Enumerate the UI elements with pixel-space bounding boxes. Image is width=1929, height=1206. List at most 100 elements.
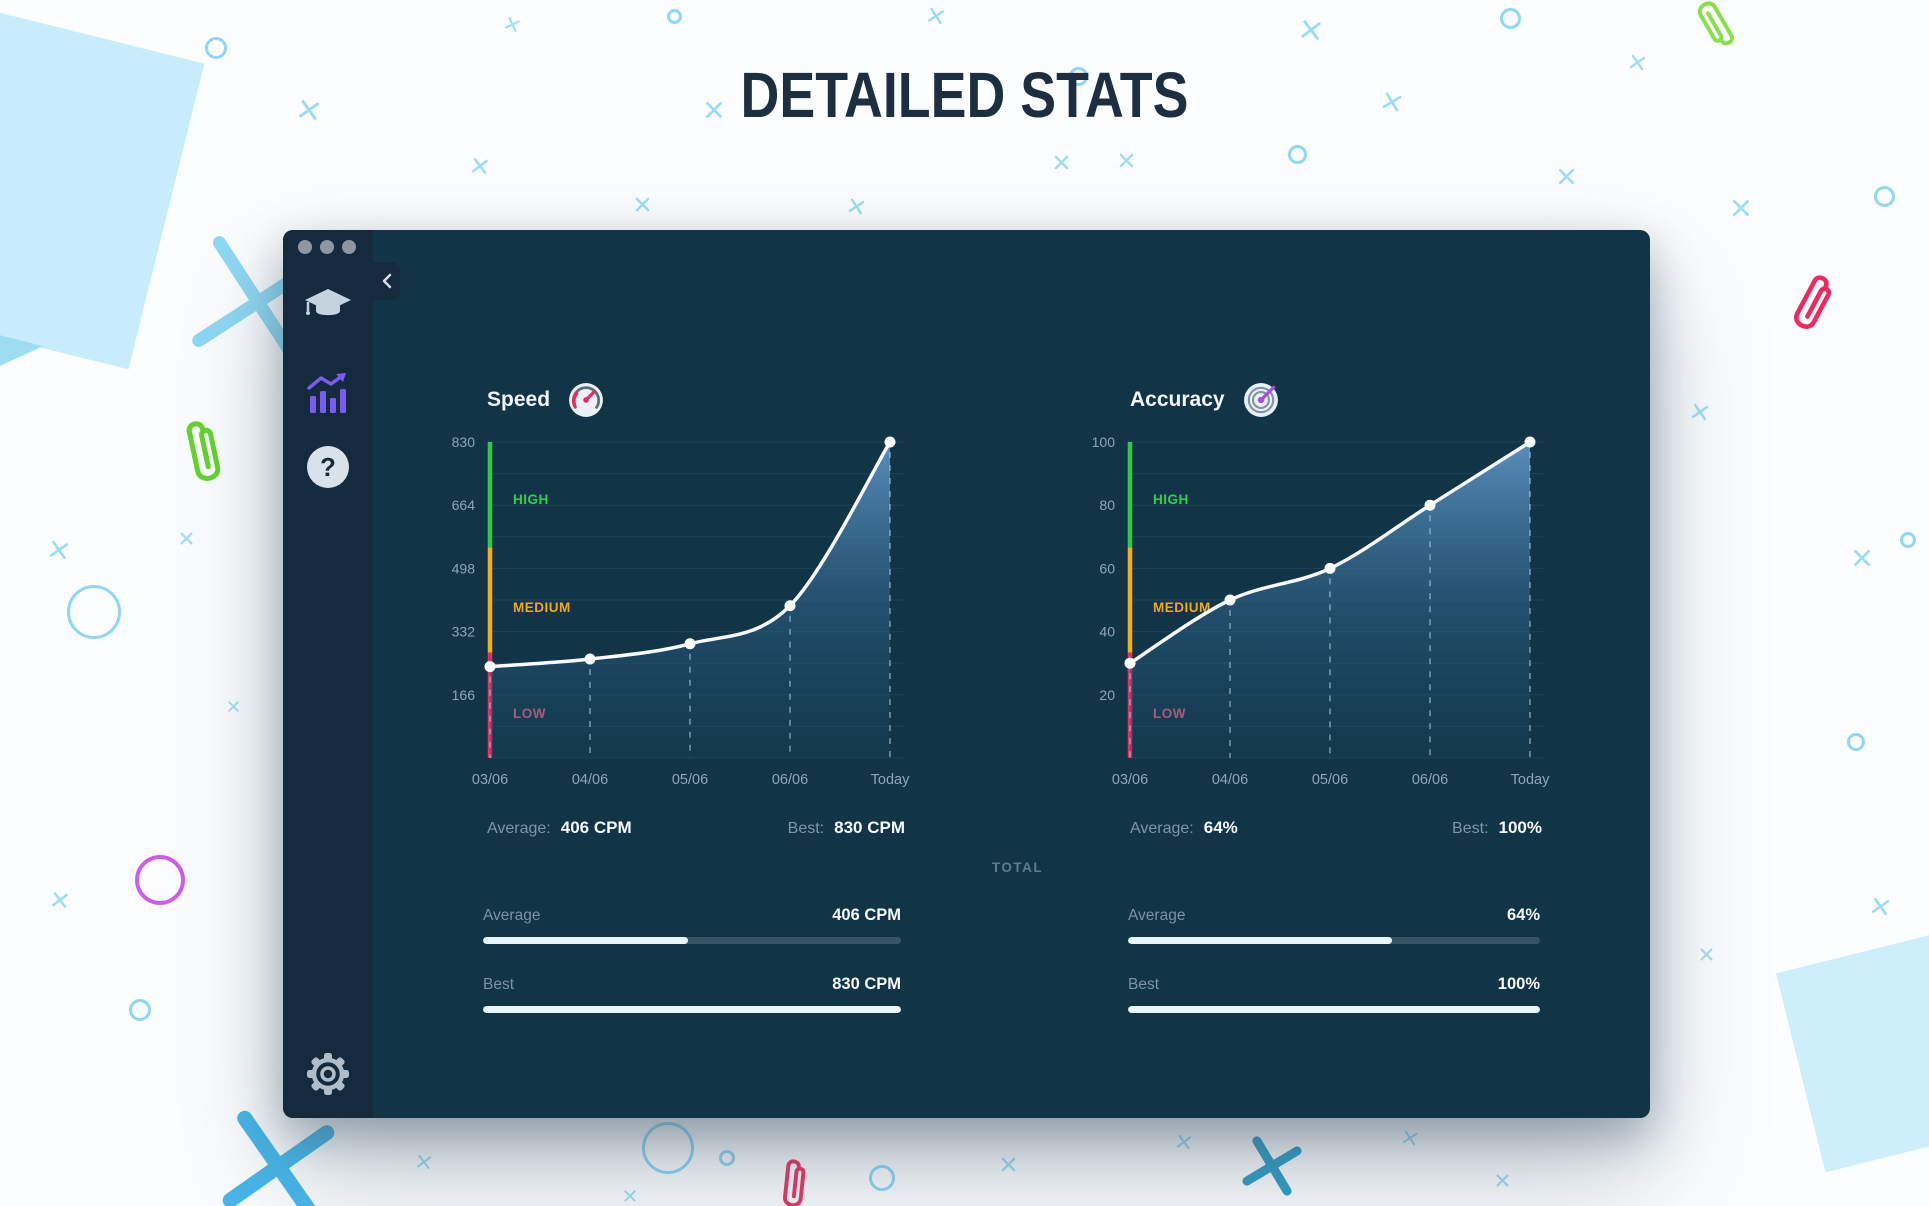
cross-stroke [927,10,945,22]
accuracy-average-bar-row: Average 64% [1128,906,1540,944]
cross-doodle-icon [1402,1130,1418,1146]
cross-doodle-icon [180,532,192,544]
cross-stroke [52,893,68,907]
y-tick-label: 20 [1099,687,1115,703]
speed-panel-header: Speed [487,382,604,418]
sidebar-item-settings[interactable] [306,1052,350,1099]
cross-doodle-icon [1854,550,1870,566]
speed-chart: HIGHMEDIUMLOW83066449833216603/0604/0605… [452,434,910,788]
cross-stroke [1700,948,1712,960]
app-window: ? [283,230,1650,1118]
cross-stroke [49,543,69,557]
x-tick-label: 06/06 [1412,772,1448,788]
y-tick-label: 80 [1099,497,1115,513]
paperclip-icon [783,1159,806,1206]
circle-doodle-icon [666,8,682,24]
zone-label: HIGH [513,492,549,507]
graduation-cap-icon [305,289,351,316]
cross-stroke [1733,200,1749,216]
accuracy-title: Accuracy [1130,388,1225,411]
accuracy-totals: Average 64% Best 100% [1128,906,1540,1044]
x-tick-label: 05/06 [672,772,708,788]
cross-stroke [236,1110,320,1206]
data-point [884,436,896,448]
cross-doodle-icon [1558,168,1574,184]
progress-track [483,937,901,944]
cross-stroke [1854,550,1870,566]
cross-stroke [1871,899,1889,913]
circle-doodle-icon [719,1150,735,1166]
cross-doodle-icon [1301,20,1321,40]
cross-doodle-icon [848,198,864,214]
circle-doodle-icon [1499,7,1521,29]
accuracy-average: Average: 64% [1130,818,1238,838]
cross-stroke [1691,405,1709,419]
speed-title: Speed [487,388,551,411]
cross-doodle-icon [1001,1157,1015,1171]
bar-label: Best [1128,976,1160,993]
sidebar-item-help[interactable]: ? [306,445,350,492]
cross-stroke [227,700,239,712]
cross-stroke [1873,897,1887,915]
cross-stroke [1119,153,1133,167]
y-tick-label: 664 [452,497,476,513]
cross-doodle-icon [416,1154,432,1170]
speed-best-label: Best: [787,820,825,837]
cross-stroke [1178,1134,1190,1150]
svg-text:?: ? [320,452,336,482]
cross-stroke [1496,1174,1508,1186]
close-window-icon[interactable] [298,240,312,254]
bar-value: 830 CPM [832,975,901,993]
circle-doodle-icon [642,1122,694,1174]
paperclip-icon [1697,1,1734,46]
circle-doodle-icon [67,585,121,639]
speed-summary: Average: 406 CPM Best: 830 CPM [487,818,905,838]
cross-doodle-icon [927,7,945,25]
progress-track [1128,937,1540,944]
cross-stroke [1119,153,1133,167]
cross-doodle-icon [635,197,649,211]
circle-doodle-icon [205,37,227,59]
cross-doodle-icon [1496,1174,1508,1186]
minimize-window-icon[interactable] [320,240,334,254]
progress-fill [1128,1006,1540,1013]
circle-doodle-icon [869,1165,895,1191]
paperclip-path [186,421,220,481]
accuracy-best-label: Best: [1452,820,1489,837]
cross-stroke [635,197,649,211]
paperclip-icon [98,170,138,218]
paper-sheet-icon [1775,928,1929,1173]
cross-stroke [53,892,67,908]
accuracy-chart: HIGHMEDIUMLOW1008060402003/0604/0605/060… [1092,434,1550,788]
y-tick-label: 60 [1099,560,1115,576]
cross-doodle-icon [504,16,520,32]
cross-stroke [1176,1136,1192,1148]
data-point [484,661,496,673]
sidebar-item-statistics[interactable] [306,372,350,419]
cross-doodle-icon [1871,897,1889,915]
accuracy-best-bar-row: Best 100% [1128,975,1540,1013]
paperclip-path [1794,275,1832,329]
paperclip-icon [186,421,220,481]
maximize-window-icon[interactable] [342,240,356,254]
cross-stroke [508,16,516,32]
cross-stroke [416,1156,432,1168]
back-button[interactable] [373,262,400,300]
accuracy-panel-header: Accuracy [1130,382,1279,418]
help-icon: ? [307,446,349,488]
cross-stroke [1054,155,1068,169]
cross-stroke [1001,1157,1015,1171]
progress-fill [1128,937,1392,944]
sidebar-item-courses[interactable] [304,286,352,325]
total-heading: TOTAL [991,860,1044,875]
page-title: DETAILED STATS [740,59,1189,131]
speed-average-bar-row: Average 406 CPM [483,906,901,944]
cross-stroke [1693,403,1707,421]
accuracy-average-value: 64% [1203,818,1238,837]
speed-average-value: 406 CPM [560,818,632,837]
bar-value: 64% [1506,906,1540,924]
accuracy-average-label: Average: [1130,820,1194,837]
cross-stroke [180,532,192,544]
progress-fill [483,937,688,944]
x-tick-label: 06/06 [772,772,808,788]
